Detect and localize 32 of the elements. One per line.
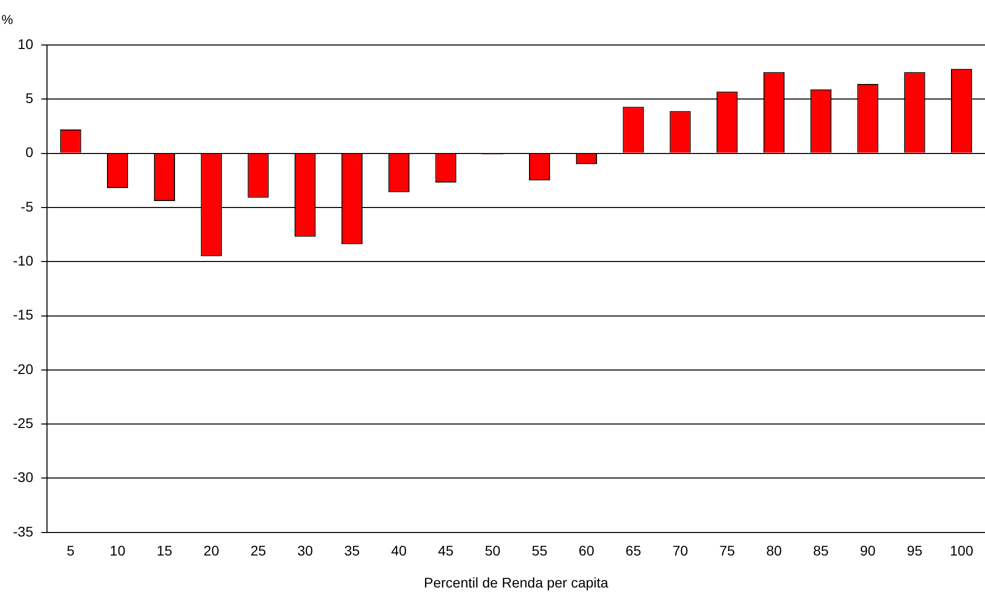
x-tick-label: 35: [344, 542, 360, 559]
x-tick-label: 30: [297, 542, 314, 559]
y-tick-label: -20: [13, 360, 34, 377]
y-tick-label: 5: [25, 90, 34, 106]
x-tick-label: 25: [250, 542, 266, 559]
x-tick-label: 80: [766, 542, 782, 559]
y-tick-label: -15: [13, 306, 34, 323]
x-tick-label: 10: [110, 542, 126, 559]
x-tick-label: 65: [626, 542, 642, 559]
x-tick-label: 55: [532, 542, 548, 559]
y-tick-label: -30: [13, 469, 34, 486]
x-tick-label: 60: [578, 542, 594, 559]
y-tick-label: -5: [20, 198, 34, 214]
y-tick-label: 10: [18, 36, 34, 52]
x-tick-label: 85: [813, 542, 829, 559]
x-tick-label: 15: [156, 542, 172, 559]
y-tick-label: -35: [13, 523, 34, 540]
x-tick-label: 45: [438, 542, 454, 559]
x-tick-label: 20: [204, 542, 220, 559]
x-tick-label: 75: [719, 542, 736, 559]
y-tick-label: 0: [25, 144, 34, 160]
x-tick-label: 100: [950, 542, 974, 559]
y-tick-label: -10: [13, 252, 34, 268]
y-axis-title: %: [1, 12, 14, 28]
x-axis-title: Percentil de Renda per capita: [424, 574, 609, 590]
y-tick-label: -25: [13, 414, 34, 431]
x-tick-label: 40: [391, 542, 407, 559]
x-tick-label: 5: [66, 542, 75, 559]
x-tick-label: 90: [860, 542, 876, 559]
x-tick-label: 70: [672, 542, 688, 559]
x-tick-label: 50: [484, 542, 501, 559]
x-tick-label: 95: [906, 542, 923, 559]
